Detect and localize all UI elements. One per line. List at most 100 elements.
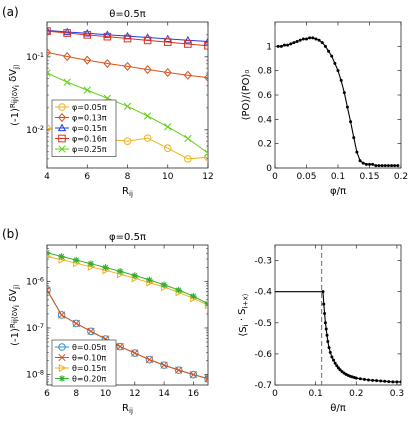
data-point <box>47 27 51 35</box>
data-point <box>330 355 334 359</box>
data-point <box>189 370 198 379</box>
data-point <box>317 38 321 42</box>
data-point <box>383 379 387 383</box>
y-tick-label-part: 10 <box>26 277 38 287</box>
data-point <box>204 375 208 383</box>
data-point <box>174 366 183 374</box>
y-tick-label: 10-2 <box>26 124 44 136</box>
data-point <box>333 361 337 365</box>
data-point <box>340 370 344 374</box>
data-point <box>338 368 342 372</box>
x-tick-label: 10 <box>100 389 112 399</box>
data-point <box>123 102 132 110</box>
data-point <box>47 26 52 34</box>
data-point <box>322 302 326 306</box>
data-point <box>87 327 95 336</box>
chart-b-left: 6 8 10 12 14 1610-810-710-6φ=0.5πRij(-1)Rij⟨δ… <box>8 232 209 415</box>
data-point <box>63 29 71 37</box>
legend-marker <box>58 134 66 143</box>
data-point <box>143 134 152 142</box>
data-point <box>396 164 400 168</box>
y-axis-label-part: ⟨S <box>238 326 249 336</box>
data-point <box>83 86 91 94</box>
y-tick-label-part: 0.6 <box>258 91 273 101</box>
data-point <box>131 349 139 357</box>
data-point <box>395 380 399 384</box>
data-point <box>164 123 172 131</box>
data-point <box>143 112 152 120</box>
data-point <box>362 377 366 381</box>
y-tick-label: 0.6 <box>258 91 273 101</box>
y-tick-label: 0.8 <box>258 67 273 77</box>
data-point <box>204 72 208 83</box>
data-point <box>335 364 339 368</box>
data-point <box>301 37 305 41</box>
y-tick-label-part: -0.6 <box>254 350 272 360</box>
data-point <box>47 124 51 133</box>
data-point <box>327 346 331 350</box>
data-point <box>292 41 296 45</box>
data-point <box>83 31 92 39</box>
y-tick-label-part: 10 <box>26 53 38 63</box>
y-axis-label-part: ij⟨δV <box>10 87 19 103</box>
data-point <box>146 276 153 284</box>
chart-title: φ=0.5π <box>109 232 146 243</box>
x-tick-label: 16 <box>188 389 200 399</box>
data-point <box>184 40 192 48</box>
legend-label: φ=0.16π <box>72 135 107 144</box>
data-point <box>145 355 154 364</box>
legend-marker <box>58 145 66 153</box>
y-tick-label-part: -6 <box>38 275 44 283</box>
y-tick-label-part: -8 <box>38 369 44 377</box>
y-tick-label-part: 10 <box>26 126 38 136</box>
y-tick-label-part: -7 <box>38 322 44 330</box>
data-point <box>72 319 81 328</box>
data-point <box>320 41 324 45</box>
data-point <box>116 342 124 351</box>
y-tick-label-part: 1 <box>266 42 272 52</box>
x-tick-label: 0.1 <box>308 389 322 399</box>
data-point <box>103 30 112 38</box>
plot-frame <box>274 244 402 386</box>
data-point <box>183 70 192 80</box>
data-point <box>47 286 51 294</box>
data-point <box>354 376 358 380</box>
data-point <box>375 379 379 383</box>
data-point <box>374 164 378 168</box>
y-tick-label: 0.4 <box>258 115 273 125</box>
data-point <box>116 342 124 351</box>
data-point <box>314 37 318 41</box>
y-tick-label: 10-1 <box>26 51 44 63</box>
data-point <box>123 137 132 145</box>
x-tick-label: 0 <box>272 172 278 182</box>
y-tick-label: -0.7 <box>254 381 272 391</box>
x-tick-label: 0.1 <box>331 172 345 182</box>
data-point <box>103 32 112 41</box>
data-point <box>326 339 330 343</box>
y-axis-label-part: R <box>8 323 17 328</box>
data-point <box>379 379 383 383</box>
y-tick-label-part: -0.4 <box>254 288 272 298</box>
data-point <box>391 380 395 384</box>
x-tick-label: 8 <box>125 172 131 182</box>
data-point <box>190 292 197 300</box>
data-point <box>143 36 152 45</box>
x-axis-label-part: φ/π <box>330 186 346 197</box>
data-point <box>289 42 293 46</box>
data-point <box>72 319 80 328</box>
x-tick-label: 0.2 <box>394 172 408 182</box>
data-point <box>286 43 290 47</box>
data-point <box>352 136 356 140</box>
x-axis-label-part: ij <box>129 189 133 198</box>
x-tick-label: 0 <box>272 389 278 399</box>
data-point <box>160 361 168 369</box>
legend-marker <box>58 375 66 382</box>
x-axis-label: φ/π <box>330 186 346 197</box>
data-point <box>62 27 72 36</box>
series-line <box>47 29 208 42</box>
y-tick-label-part: -0.5 <box>254 319 272 329</box>
data-point <box>323 321 327 325</box>
data-point <box>342 91 346 95</box>
